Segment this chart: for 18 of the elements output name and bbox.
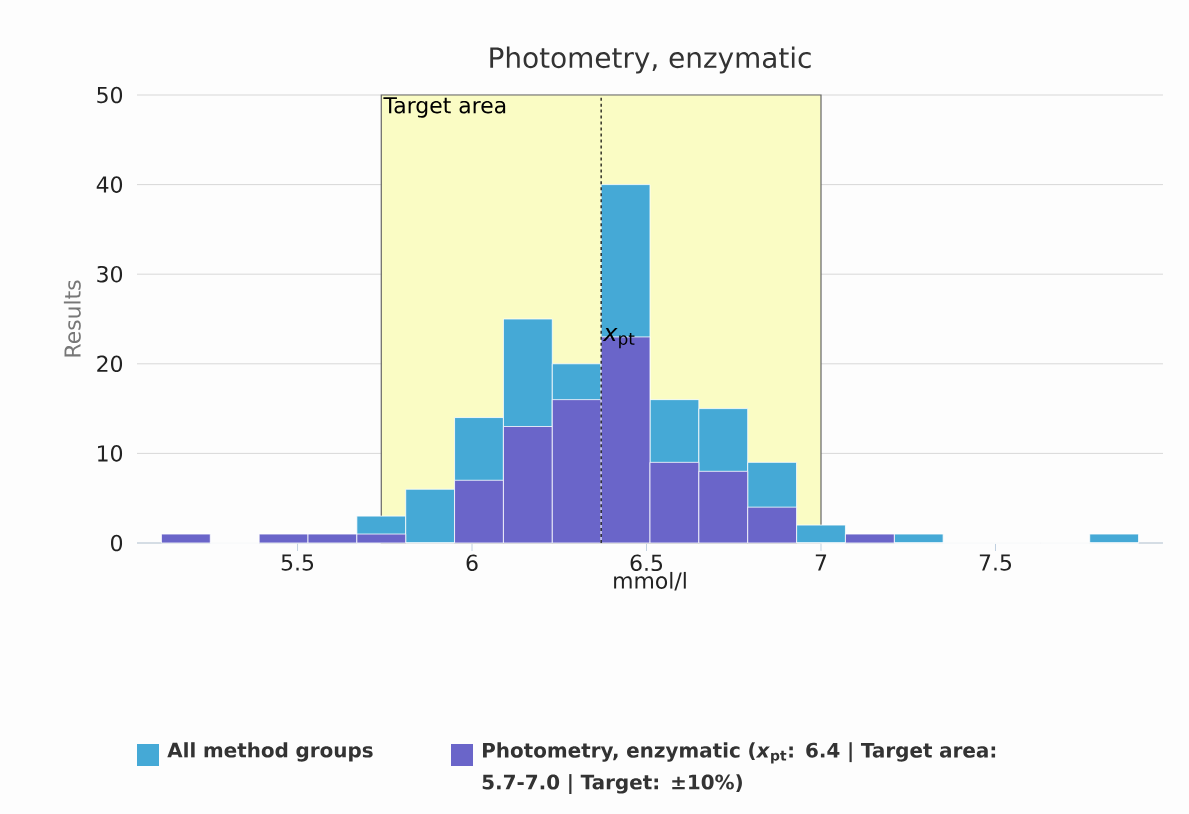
x-tick-label: 7 (815, 554, 827, 571)
y-tick-label: 0 (111, 534, 123, 552)
ref-line-label: x$_{pt}$ (602, 327, 635, 349)
text: Photometry, enzymatic (x$_{pt}$: 6.4 | Target area: 5.7-7.0 | Target: ±10%) (482, 742, 996, 795)
x-axis-title: mmol/l (614, 571, 686, 591)
y-tick-label: 20 (97, 355, 123, 373)
y-axis-title: Results (63, 280, 81, 357)
y-tick-label: 10 (98, 445, 123, 462)
y-tick-label: 40 (96, 176, 123, 193)
x-tick-label: 7.5 (979, 554, 1011, 571)
legend-label: All method groups (167, 742, 373, 762)
band-label: Target area (383, 97, 506, 118)
y-tick-label: 30 (97, 265, 123, 283)
y-tick-label: 50 (97, 86, 123, 104)
x-tick-label: 5.5 (281, 554, 314, 571)
chart-title: Photometry, enzymatic (490, 46, 811, 74)
x-tick-label: 6 (466, 554, 478, 572)
x-tick-label: 6.5 (630, 554, 663, 572)
